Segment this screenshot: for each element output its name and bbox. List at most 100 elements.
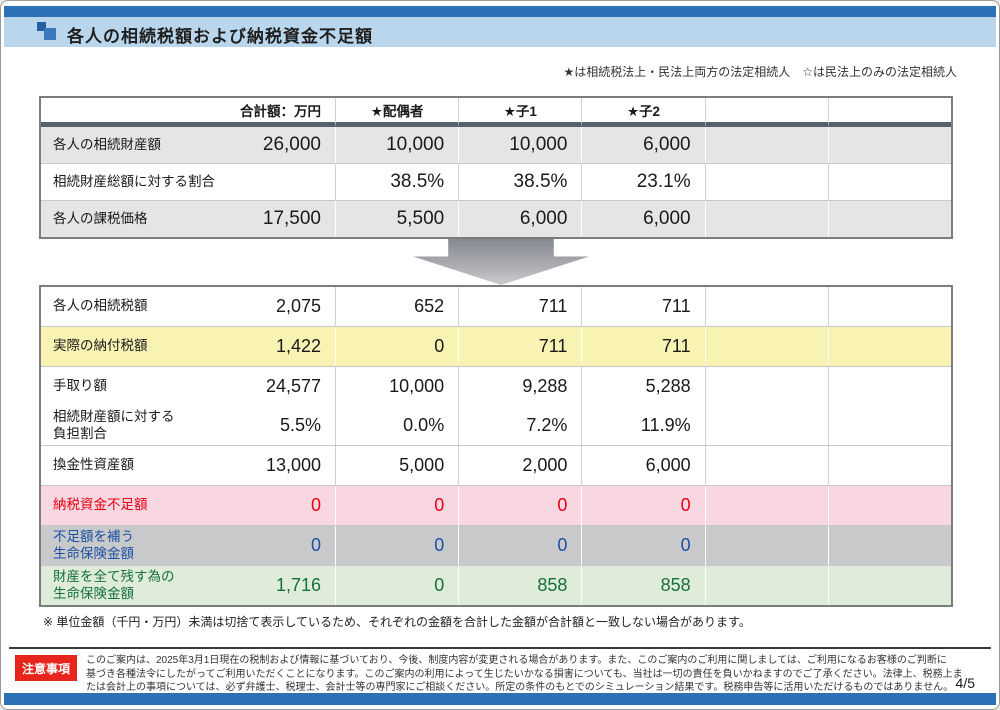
row-total-value: 2,075 (275, 296, 321, 316)
inheritance-assets-table: 合計額：万円 ★配偶者 ★子1 ★子2 各人の相続財産額 26,000 10,000 10,0… (39, 96, 953, 239)
cell-value: 711 (661, 296, 691, 316)
cell-value: 10,000 (386, 134, 445, 155)
value-cell: 858 (582, 566, 706, 605)
cell-value: 6,000 (643, 134, 691, 155)
value-cell: 38.5% (336, 164, 460, 200)
row-label: 換金性資産額 (53, 457, 134, 473)
column-header-label: ★子1 (503, 104, 537, 119)
cell-value: 5,500 (396, 208, 445, 229)
down-arrow-icon (413, 239, 589, 285)
row-total-value: 0 (310, 495, 321, 515)
row-total-value: 1,422 (275, 336, 321, 356)
value-cell: 711 (582, 287, 706, 326)
value-cell (829, 287, 951, 326)
cell-value: 11.9% (640, 415, 691, 435)
value-cell: 11.9% (582, 406, 706, 445)
column-header (705, 98, 829, 127)
value-cell (706, 164, 829, 200)
cell-value: 6,000 (519, 208, 568, 229)
value-cell (829, 164, 951, 200)
row-label: 財産を全て残す為の 生命保険金額 (53, 569, 175, 601)
value-cell: 7.2% (459, 406, 583, 445)
cell-value: 5,288 (645, 376, 691, 396)
cell-value: 9,288 (522, 376, 568, 396)
cell-value: 711 (538, 296, 568, 316)
value-cell: 652 (336, 287, 460, 326)
cell-value: 858 (660, 575, 691, 595)
value-cell (829, 486, 951, 525)
table-row: 換金性資産額 13,000 5,000 2,000 6,000 (41, 445, 951, 485)
cell-value: 23.1% (636, 171, 691, 192)
row-label-cell: 実際の納付税額 1,422 (41, 327, 336, 366)
column-header-label: ★子2 (626, 104, 661, 119)
value-cell (706, 127, 829, 163)
cell-value: 0 (434, 336, 445, 356)
table-row: 相続財産総額に対する割合 38.5% 38.5% 23.1% (41, 163, 951, 200)
top-accent-bar (4, 6, 996, 17)
column-header-label: 合計額：万円 (240, 104, 321, 119)
row-label-cell: 手取り額 24,577 (41, 367, 336, 406)
disclaimer-line: 基づき各種法令にしたがってご利用いただくことになります。このご案内の利用によって… (86, 668, 963, 680)
cell-value: 0 (680, 535, 691, 555)
value-cell: 0 (336, 486, 460, 525)
row-label: 各人の課税価格 (53, 210, 148, 226)
row-total-value: 1,716 (275, 575, 321, 595)
row-total-value: 5.5% (279, 415, 321, 435)
column-header: ★子2 (582, 98, 706, 127)
value-cell: 0.0% (336, 406, 460, 445)
value-cell (706, 327, 829, 366)
title-band (4, 17, 996, 47)
value-cell: 0 (336, 566, 460, 605)
value-cell (706, 201, 829, 237)
table-row: 各人の相続財産額 26,000 10,000 10,000 6,000 (41, 127, 951, 163)
cell-value: 10,000 (509, 134, 568, 155)
row-total-value: 17,500 (262, 208, 321, 229)
value-cell: 711 (459, 287, 583, 326)
cell-value: 0.0% (403, 415, 445, 435)
title-bullet-icon (37, 21, 59, 43)
cell-value: 38.5% (390, 171, 445, 192)
row-label: 各人の相続税額 (53, 298, 148, 314)
table-row: 不足額を補う 生命保険金額 0 0 0 0 (41, 525, 951, 565)
notice-badge: 注意事項 (15, 655, 77, 681)
table-row: 相続財産額に対する 負担割合 5.5% 0.0% 7.2% 11.9% (41, 406, 951, 445)
cell-value: 0 (557, 495, 568, 515)
row-label-cell: 財産を全て残す為の 生命保険金額 1,716 (41, 566, 336, 605)
value-cell (829, 446, 951, 485)
row-label: 各人の相続財産額 (53, 136, 161, 152)
value-cell: 9,288 (459, 367, 583, 406)
row-label-cell: 各人の課税価格 17,500 (41, 201, 336, 237)
unit-footnote: ※ 単位金額（千円・万円）未満は切捨て表示しているため、それぞれの金額を合計した… (43, 615, 751, 629)
disclaimer-line: このご案内は、2025年3月1日現在の税制および情報に基づいており、今後、制度内… (86, 655, 947, 666)
value-cell: 0 (582, 486, 706, 525)
row-label: 実際の納付税額 (53, 338, 148, 354)
row-total-value: 13,000 (265, 455, 321, 475)
value-cell: 38.5% (459, 164, 583, 200)
cell-value: 652 (414, 296, 445, 316)
row-label: 不足額を補う 生命保険金額 (53, 529, 134, 561)
table-row: 各人の課税価格 17,500 5,500 6,000 6,000 (41, 200, 951, 237)
value-cell (829, 327, 951, 366)
row-total-value: 24,577 (265, 376, 321, 396)
column-header-label: ★配偶者 (370, 104, 424, 119)
table-row: 実際の納付税額 1,422 0 711 711 (41, 326, 951, 366)
cell-value: 38.5% (513, 171, 568, 192)
row-total-value: 0 (310, 535, 321, 555)
value-cell (706, 406, 829, 445)
table-row: 納税資金不足額 0 0 0 0 (41, 485, 951, 525)
row-total-value: 26,000 (262, 134, 321, 155)
cell-value: 2,000 (522, 455, 568, 475)
table-row: 財産を全て残す為の 生命保険金額 1,716 0 858 858 (41, 565, 951, 605)
value-cell: 0 (582, 526, 706, 565)
cell-value: 0 (557, 535, 568, 555)
value-cell (706, 566, 829, 605)
row-label-cell: 換金性資産額 13,000 (41, 446, 336, 485)
table-row: 各人の相続税額 2,075 652 711 711 (41, 287, 951, 326)
cell-value: 858 (537, 575, 568, 595)
value-cell: 6,000 (582, 201, 706, 237)
cell-value: 6,000 (645, 455, 691, 475)
value-cell (706, 486, 829, 525)
table-header-row: 合計額：万円 ★配偶者 ★子1 ★子2 (41, 98, 952, 127)
value-cell (829, 566, 951, 605)
value-cell (829, 201, 951, 237)
